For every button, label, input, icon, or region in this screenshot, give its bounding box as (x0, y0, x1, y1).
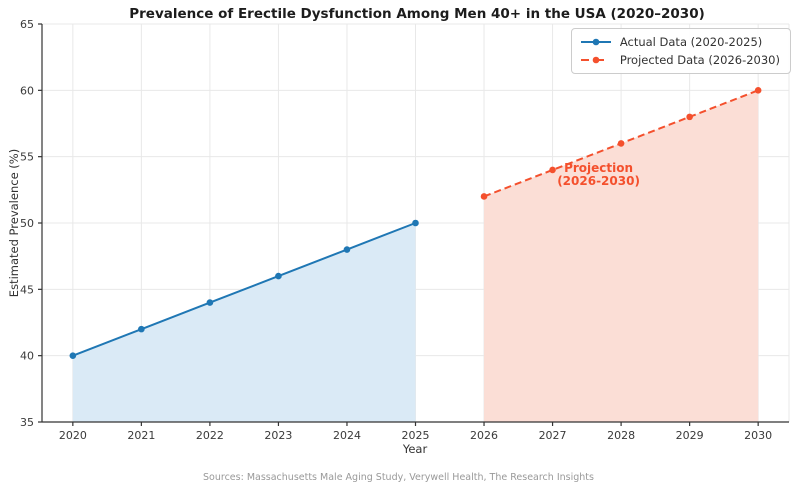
svg-text:2029: 2029 (676, 429, 704, 442)
svg-text:2028: 2028 (607, 429, 635, 442)
svg-text:35: 35 (20, 416, 34, 429)
svg-text:2027: 2027 (539, 429, 567, 442)
svg-text:2024: 2024 (333, 429, 361, 442)
chart-legend: Actual Data (2020-2025) Projected Data (… (570, 28, 791, 74)
y-axis-label: Estimated Prevalence (%) (7, 148, 21, 298)
legend-item-projected: Projected Data (2026-2030) (580, 52, 780, 68)
svg-text:40: 40 (20, 350, 34, 363)
x-axis-label: Year (402, 442, 428, 456)
chart-title: Prevalence of Erectile Dysfunction Among… (129, 6, 705, 22)
svg-text:60: 60 (20, 84, 34, 97)
legend-item-actual: Actual Data (2020-2025) (580, 34, 780, 50)
legend-label-actual: Actual Data (2020-2025) (619, 35, 763, 49)
svg-text:2023: 2023 (264, 429, 292, 442)
svg-text:2020: 2020 (59, 429, 87, 442)
source-note: Sources: Massachusetts Male Aging Study,… (203, 472, 594, 483)
svg-text:2021: 2021 (127, 429, 155, 442)
projected-line-swatch-icon (580, 56, 611, 64)
svg-text:45: 45 (20, 283, 34, 296)
actual-line-swatch-icon (580, 38, 611, 46)
svg-text:55: 55 (20, 151, 34, 164)
svg-text:2030: 2030 (744, 429, 772, 442)
svg-text:50: 50 (20, 217, 34, 230)
svg-text:2025: 2025 (402, 429, 430, 442)
svg-text:2022: 2022 (196, 429, 224, 442)
legend-label-projected: Projected Data (2026-2030) (619, 53, 780, 67)
svg-text:2026: 2026 (470, 429, 498, 442)
svg-text:65: 65 (20, 18, 34, 31)
